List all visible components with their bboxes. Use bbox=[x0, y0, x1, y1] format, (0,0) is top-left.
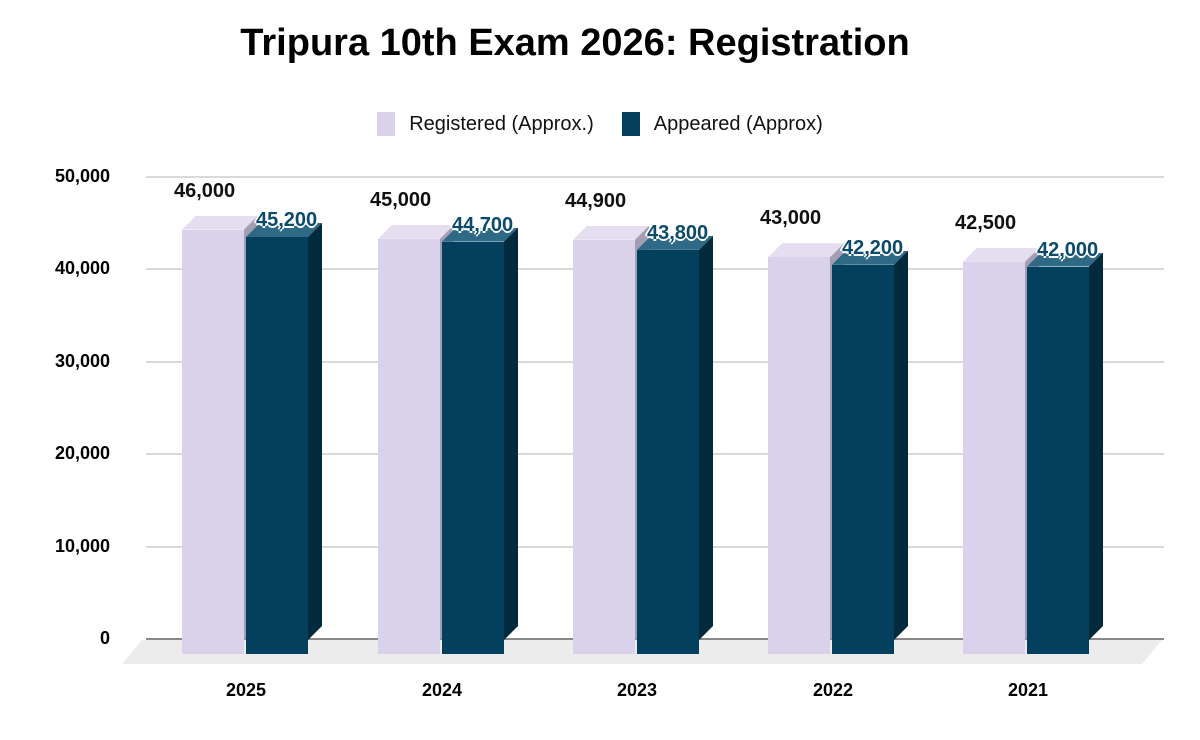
bar-reg-2024 bbox=[378, 238, 440, 654]
bar-side-face bbox=[894, 251, 908, 640]
x-tick: 2025 bbox=[225, 680, 267, 700]
y-tick: 30,000 bbox=[54, 351, 110, 371]
legend-item-appeared: Appeared (Approx) bbox=[621, 112, 823, 136]
x-tick: 2021 bbox=[1007, 680, 1049, 700]
legend-label-registered: Registered (Approx.) bbox=[409, 112, 594, 135]
value-label: 44,700 bbox=[452, 213, 514, 236]
legend: Registered (Approx.) Appeared (Approx) bbox=[0, 112, 1200, 136]
bar-top-face bbox=[442, 227, 518, 242]
bar-side-face bbox=[699, 236, 713, 640]
y-tick: 10,000 bbox=[54, 536, 110, 556]
x-tick: 2022 bbox=[812, 680, 854, 700]
y-tick: 0 bbox=[99, 628, 110, 648]
bar-top-face bbox=[832, 250, 908, 265]
bar-reg-2025 bbox=[182, 229, 244, 654]
value-label: 44,900 bbox=[565, 189, 627, 212]
value-label: 43,000 bbox=[760, 207, 822, 230]
bar-side-face bbox=[1089, 253, 1103, 640]
value-label: 42,500 bbox=[955, 211, 1017, 234]
bar-app-2021 bbox=[1027, 266, 1089, 654]
value-label: 45,200 bbox=[256, 209, 318, 231]
bar-reg-2021 bbox=[963, 261, 1025, 654]
gridline bbox=[146, 176, 1164, 178]
bar-top-face bbox=[378, 224, 454, 239]
x-tick: 2024 bbox=[421, 680, 463, 700]
bar-app-2024 bbox=[442, 241, 504, 654]
bar-top-face bbox=[182, 215, 258, 230]
bar-top-face bbox=[768, 243, 844, 258]
bar-side-face bbox=[504, 228, 518, 640]
bar-top-face bbox=[963, 247, 1039, 262]
value-label: 45,000 bbox=[370, 188, 432, 211]
bar-reg-2023 bbox=[573, 239, 635, 654]
legend-swatch-registered bbox=[377, 112, 396, 136]
x-tick: 2023 bbox=[616, 680, 658, 700]
bar-side-face bbox=[308, 223, 322, 640]
value-label: 46,000 bbox=[174, 179, 236, 202]
value-label: 42,000 bbox=[1037, 238, 1099, 261]
value-label: 43,800 bbox=[647, 221, 709, 244]
bar-app-2022 bbox=[832, 264, 894, 654]
bar-top-face bbox=[1027, 252, 1103, 267]
legend-swatch-appeared bbox=[621, 112, 640, 136]
y-tick: 40,000 bbox=[54, 258, 110, 278]
bar-top-face bbox=[637, 235, 713, 250]
legend-label-appeared: Appeared (Approx) bbox=[653, 112, 823, 135]
y-tick: 50,000 bbox=[54, 166, 110, 186]
y-tick: 20,000 bbox=[54, 443, 110, 463]
value-label: 42,200 bbox=[842, 236, 904, 259]
bar-top-face bbox=[246, 223, 322, 237]
chart-title: Tripura 10th Exam 2026: Registration bbox=[240, 22, 910, 64]
bar-app-2025 bbox=[246, 237, 308, 654]
bar-top-face bbox=[573, 225, 649, 240]
bar-app-2023 bbox=[637, 249, 699, 654]
legend-item-registered: Registered (Approx.) bbox=[377, 112, 594, 136]
bar-reg-2022 bbox=[768, 257, 830, 654]
